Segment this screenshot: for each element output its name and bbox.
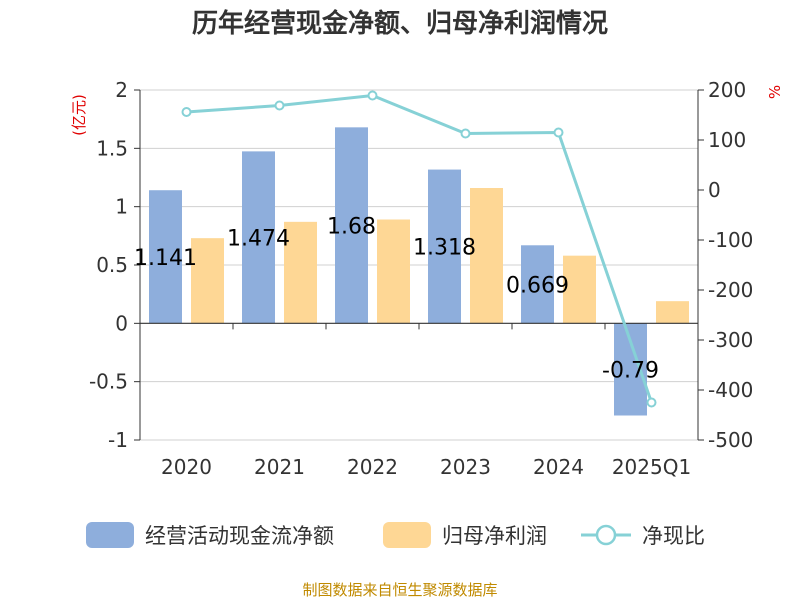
- right-tick-label: 200: [708, 78, 746, 102]
- category-label: 2021: [254, 455, 305, 479]
- right-tick-label: -100: [708, 228, 753, 252]
- net-profit-bar: [563, 255, 596, 324]
- category-label: 2024: [533, 455, 584, 479]
- net-profit-bar: [284, 221, 317, 324]
- net-profit-bar: [656, 301, 689, 324]
- category-label: 2025Q1: [612, 455, 691, 479]
- cash-flow-data-label: -0.79: [602, 358, 659, 383]
- legend-swatch-cash-flow: [86, 522, 134, 548]
- cash-flow-bar: [242, 151, 275, 324]
- cash-flow-bar: [335, 127, 368, 324]
- ratio-point: [274, 100, 285, 111]
- left-tick-label: 1: [115, 195, 128, 219]
- cash-flow-data-label: 1.68: [327, 214, 376, 239]
- left-tick-label: 0: [115, 311, 128, 335]
- right-tick-label: -400: [708, 378, 753, 402]
- cash-flow-data-label: 1.474: [227, 226, 290, 251]
- cash-flow-data-label: 1.141: [134, 246, 197, 271]
- right-tick-label: 100: [708, 128, 746, 152]
- legend: 经营活动现金流净额 归母净利润 净现比: [86, 522, 705, 548]
- ratio-point: [181, 107, 192, 117]
- net-profit-bar: [191, 238, 224, 324]
- left-tick-label: -0.5: [89, 370, 128, 394]
- legend-label-net-profit: 归母净利润: [442, 524, 547, 548]
- cash-flow-data-label: 0.669: [506, 273, 569, 298]
- ratio-point: [646, 397, 657, 408]
- left-tick-label: 1.5: [96, 136, 128, 160]
- right-tick-label: -200: [708, 278, 753, 302]
- legend-label-ratio: 净现比: [642, 524, 705, 548]
- ratio-point: [367, 90, 378, 101]
- ratio-point: [553, 127, 564, 138]
- cash-flow-bar: [428, 169, 461, 324]
- legend-swatch-ratio-marker: [595, 524, 617, 546]
- legend-swatch-net-profit: [383, 522, 431, 548]
- category-label: 2023: [440, 455, 491, 479]
- source-note: 制图数据来自恒生聚源数据库: [302, 581, 497, 599]
- right-tick-label: -500: [708, 428, 753, 452]
- net-profit-bar: [377, 219, 410, 324]
- ratio-line: [186, 93, 653, 403]
- category-label: 2020: [161, 455, 212, 479]
- left-tick-label: -1: [108, 428, 128, 452]
- chart-title: 历年经营现金净额、归母净利润情况: [192, 8, 608, 39]
- cash-flow-bar: [149, 190, 182, 324]
- left-axis-unit: (亿元): [70, 94, 88, 136]
- category-label: 2022: [347, 455, 398, 479]
- cash-flow-data-label: 1.318: [413, 235, 476, 260]
- right-tick-label: -300: [708, 328, 753, 352]
- ratio-point: [460, 128, 471, 139]
- right-tick-label: 0: [708, 178, 721, 202]
- left-tick-label: 0.5: [96, 253, 128, 277]
- net-profit-bar: [470, 188, 503, 324]
- cash-flow-bar: [521, 245, 554, 324]
- left-tick-label: 2: [115, 78, 128, 102]
- legend-label-cash-flow: 经营活动现金流净额: [145, 524, 334, 548]
- right-axis-unit: %: [766, 85, 784, 99]
